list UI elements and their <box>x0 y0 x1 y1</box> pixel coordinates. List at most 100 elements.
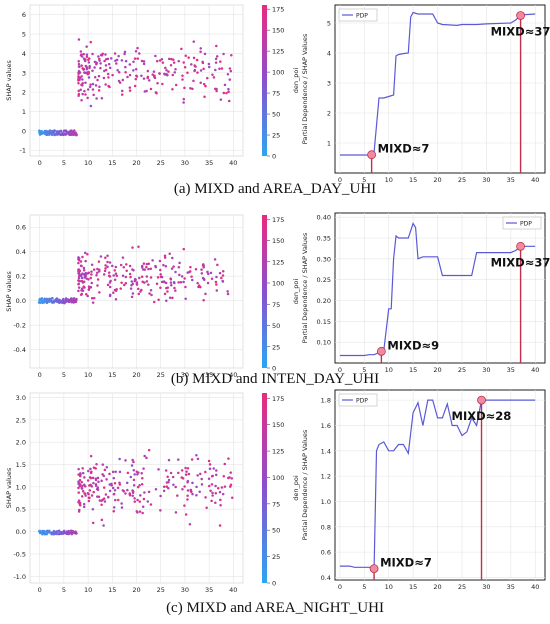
panel-c-scatter-point <box>100 518 104 522</box>
panel-b-scatter-point <box>43 301 46 304</box>
panel-b-scatter-point <box>149 267 153 270</box>
panel-a-scatter-point <box>79 50 83 53</box>
panel-a-scatter-point <box>77 92 81 96</box>
panel-c-scatter-point <box>147 490 151 494</box>
panel-b-scatter-point <box>158 259 162 263</box>
panel-b-scatter-point <box>95 271 99 275</box>
panel-a-scatter-y-tick-label: -1 <box>20 147 26 155</box>
panel-a-scatter-point <box>98 59 101 62</box>
panel-b-scatter-point <box>150 293 153 297</box>
panel-c-scatter-point <box>186 494 189 497</box>
panel-a-scatter-point <box>143 90 147 93</box>
panel-a-scatter-x-tick-label: 15 <box>108 159 116 167</box>
panel-a-scatter-point <box>166 74 169 77</box>
panel-b-scatter-point <box>119 263 123 267</box>
panel-c-scatter-point <box>167 487 170 490</box>
panel-a-colorbar-tick-label: 75 <box>272 90 280 98</box>
panel-b-scatter-point <box>184 285 187 289</box>
panel-c-scatter-y-tick-label: 1.0 <box>16 483 26 491</box>
panel-b-scatter-point <box>108 294 112 298</box>
panel-a-scatter-point <box>120 89 124 93</box>
panel-a-scatter-y-tick-label: 1 <box>22 108 26 116</box>
panel-c-scatter-point <box>190 458 194 461</box>
panel-a-scatter-point <box>88 65 91 68</box>
panel-c-scatter-point <box>67 529 70 533</box>
panel-a-scatter-point <box>227 99 231 103</box>
panel-a-scatter-point <box>132 60 135 63</box>
panel-a-scatter-point <box>101 52 104 55</box>
panel-a-scatter-point <box>136 46 139 50</box>
panel-b-scatter-point <box>114 272 118 275</box>
panel-c-line-x-tick-label: 10 <box>385 583 393 591</box>
panel-a-scatter-point <box>48 133 51 136</box>
panel-c-scatter-point <box>223 485 227 488</box>
panel-c-scatter-point <box>162 489 166 493</box>
panel-c-scatter-point <box>110 484 113 487</box>
panel-a-scatter-point <box>85 45 88 48</box>
panel-c-scatter-point <box>229 483 233 486</box>
panel-b-scatter-point <box>119 287 122 290</box>
panel-a-scatter-point <box>74 131 77 135</box>
panel-c-scatter-point <box>102 497 106 500</box>
panel-a-scatter-point <box>89 104 93 108</box>
panel-c-scatter-point <box>126 488 129 492</box>
panel-b-line-y-tick-label: 0.30 <box>317 255 331 263</box>
panel-b-scatter-point <box>128 264 132 268</box>
panel-c-scatter-point <box>86 479 90 482</box>
panel-a-scatter-point <box>91 88 95 91</box>
panel-c-scatter-point <box>214 484 217 488</box>
panel-a-scatter-point <box>85 66 89 69</box>
panel-c-scatter-point <box>216 487 220 490</box>
panel-c-scatter-point <box>183 504 186 507</box>
panel-b-scatter-point <box>77 276 81 280</box>
panel-b-scatter-point <box>82 285 85 288</box>
panel-c-scatter-point <box>177 471 180 475</box>
panel-a-scatter-point <box>180 47 183 51</box>
panel-b-scatter-point <box>114 289 118 292</box>
panel-b-scatter-point <box>86 272 89 275</box>
panel-b-scatter-point <box>162 263 165 267</box>
panel-c-scatter-point <box>77 499 81 502</box>
panel-a-scatter-point <box>219 60 222 63</box>
panel-c-scatter-point <box>38 531 42 535</box>
panel-a-colorbar-tick-label: 100 <box>272 69 284 77</box>
panel-a-scatter-point <box>99 66 102 70</box>
panel-b-scatter-point <box>77 286 81 289</box>
panel-b-scatter-x-tick-label: 30 <box>181 371 189 379</box>
panel-c-scatter-point <box>210 483 214 486</box>
panel-a-scatter-point <box>220 67 224 70</box>
panel-a-scatter-point <box>151 73 154 76</box>
panel-b-scatter-point <box>112 274 116 277</box>
panel-c-scatter-point <box>204 470 207 474</box>
panel-a-scatter-point <box>95 63 98 66</box>
panel-c-scatter-y-tick-label: 3.0 <box>16 394 26 402</box>
panel-c-line-x-tick-label: 35 <box>507 583 515 591</box>
panel-c-scatter-point <box>94 484 98 487</box>
panel-a-line-y-tick-label: 5 <box>327 20 331 28</box>
panel-a-scatter-point <box>72 130 75 133</box>
panel-b-scatter-point <box>156 276 160 279</box>
panel-b-scatter-point <box>145 265 148 269</box>
caption-a: (a) MIXD and AREA_DAY_UHI <box>173 181 377 197</box>
panel-b-scatter-y-tick-label: 0.6 <box>16 224 26 232</box>
panel-b-scatter-point <box>62 298 65 302</box>
panel-b-scatter-point <box>77 270 81 273</box>
panel-c-scatter-point <box>218 490 222 494</box>
panel-c-scatter-point <box>195 454 198 457</box>
panel-c-scatter-point <box>191 492 194 496</box>
panel-c-scatter-point <box>82 502 86 506</box>
panel-a-scatter-point <box>120 59 124 62</box>
panel-a-scatter-point <box>183 86 186 90</box>
panel-a-scatter-point <box>133 84 137 88</box>
panel-c-scatter-point <box>227 457 230 460</box>
panel-b-marker-label: MIXD≈9 <box>387 338 439 352</box>
panel-b-scatter-point <box>149 276 153 279</box>
panel-c-scatter-point <box>111 470 115 474</box>
panel-c-scatter-point <box>140 472 143 475</box>
panel-c-scatter-point <box>133 500 137 503</box>
panel-b-scatter-point <box>135 281 139 284</box>
panel-b-scatter-point <box>166 290 169 293</box>
panel-b-scatter-point <box>221 274 225 277</box>
panel-c-scatter-point <box>184 466 187 470</box>
panel-b-scatter-point <box>113 278 117 281</box>
